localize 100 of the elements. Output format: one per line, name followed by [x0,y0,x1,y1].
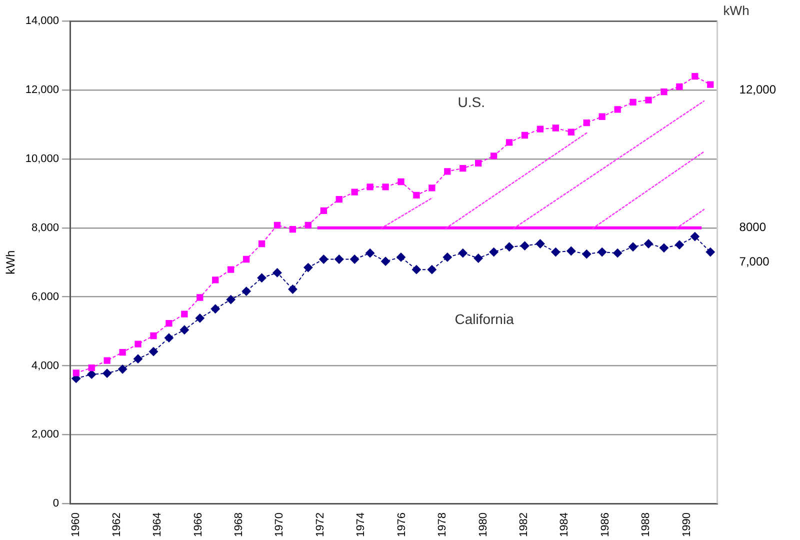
point [674,240,684,250]
point [536,126,544,132]
point [180,325,189,334]
point [102,368,112,378]
point [442,252,452,262]
point [366,184,374,190]
annotation: U.S. [458,94,485,110]
point [690,232,700,242]
y2-tick-label: 7,000 [739,254,770,269]
point [583,120,590,126]
point [659,243,668,252]
y-axis-title: kWh [4,250,18,274]
point [460,164,466,172]
point [566,246,576,256]
point [598,113,606,120]
point [413,192,420,199]
point [336,196,342,203]
point [228,266,234,273]
x-tick-label: 1980 [477,512,490,538]
y-tick-label: 8,000 [32,222,60,234]
x-tick-label: 1978 [436,512,449,538]
x-tick-label: 1964 [152,512,164,538]
point [104,357,110,364]
x-tick-label: 1974 [355,512,368,538]
point [475,160,482,166]
point [72,370,80,376]
point [396,252,406,262]
point [707,81,714,88]
point [272,268,282,278]
point [304,222,312,228]
point [210,304,220,314]
point [134,354,143,364]
x-tick-label: 1988 [640,512,652,538]
point [242,256,250,263]
y-tick-label: 10,000 [25,153,60,166]
point [614,106,621,113]
point [195,314,204,323]
point [490,152,498,160]
point [150,332,157,340]
y-tick-label: 14,000 [25,15,60,28]
point [320,207,327,214]
point [226,295,236,304]
point [398,178,404,186]
point [660,88,668,96]
point [706,248,715,257]
point [568,128,574,136]
point [506,139,513,146]
y-tick-label: 2,000 [32,428,60,441]
point [257,273,266,282]
y2-tick-label: 12,000 [739,82,776,96]
point [164,333,174,342]
y-tick-label: 12,000 [25,84,60,96]
point [288,284,298,294]
x-tick-label: 1976 [396,512,408,538]
point [382,184,389,190]
y2-tick-label: 8000 [739,220,766,234]
point [489,248,498,257]
point [630,98,636,106]
point [444,168,451,175]
point [582,250,592,259]
point [118,364,128,374]
point [551,248,560,257]
point [181,310,188,318]
x-tick-label: 1986 [599,512,612,538]
point [381,256,390,266]
x-tick-label: 1960 [70,512,82,538]
y2-axis-title: kWh [723,2,750,18]
point [289,226,296,233]
point [274,222,281,228]
point [334,254,344,264]
x-tick-label: 1966 [192,512,204,538]
point [412,265,421,274]
point [676,83,683,90]
point [692,72,698,80]
point [536,239,545,248]
point [428,184,436,192]
point [613,248,622,258]
x-tick-label: 1990 [680,512,693,538]
point [645,96,652,104]
point [628,242,638,252]
point [166,320,172,327]
point [521,132,528,139]
point [520,241,530,250]
x-tick-label: 1972 [314,512,326,538]
point [427,265,436,274]
x-tick-label: 1984 [558,512,571,538]
point [134,340,142,348]
y-tick-label: 0 [52,498,60,510]
x-tick-label: 1970 [274,512,286,538]
y-tick-label: 4,000 [32,360,60,372]
point [88,364,95,372]
point [366,248,375,258]
point [504,242,514,252]
x-tick-label: 1962 [110,512,123,538]
point [242,286,251,296]
point [598,248,607,257]
x-tick-label: 1968 [233,512,246,538]
point [350,254,360,264]
point [258,240,266,248]
point [351,188,358,196]
